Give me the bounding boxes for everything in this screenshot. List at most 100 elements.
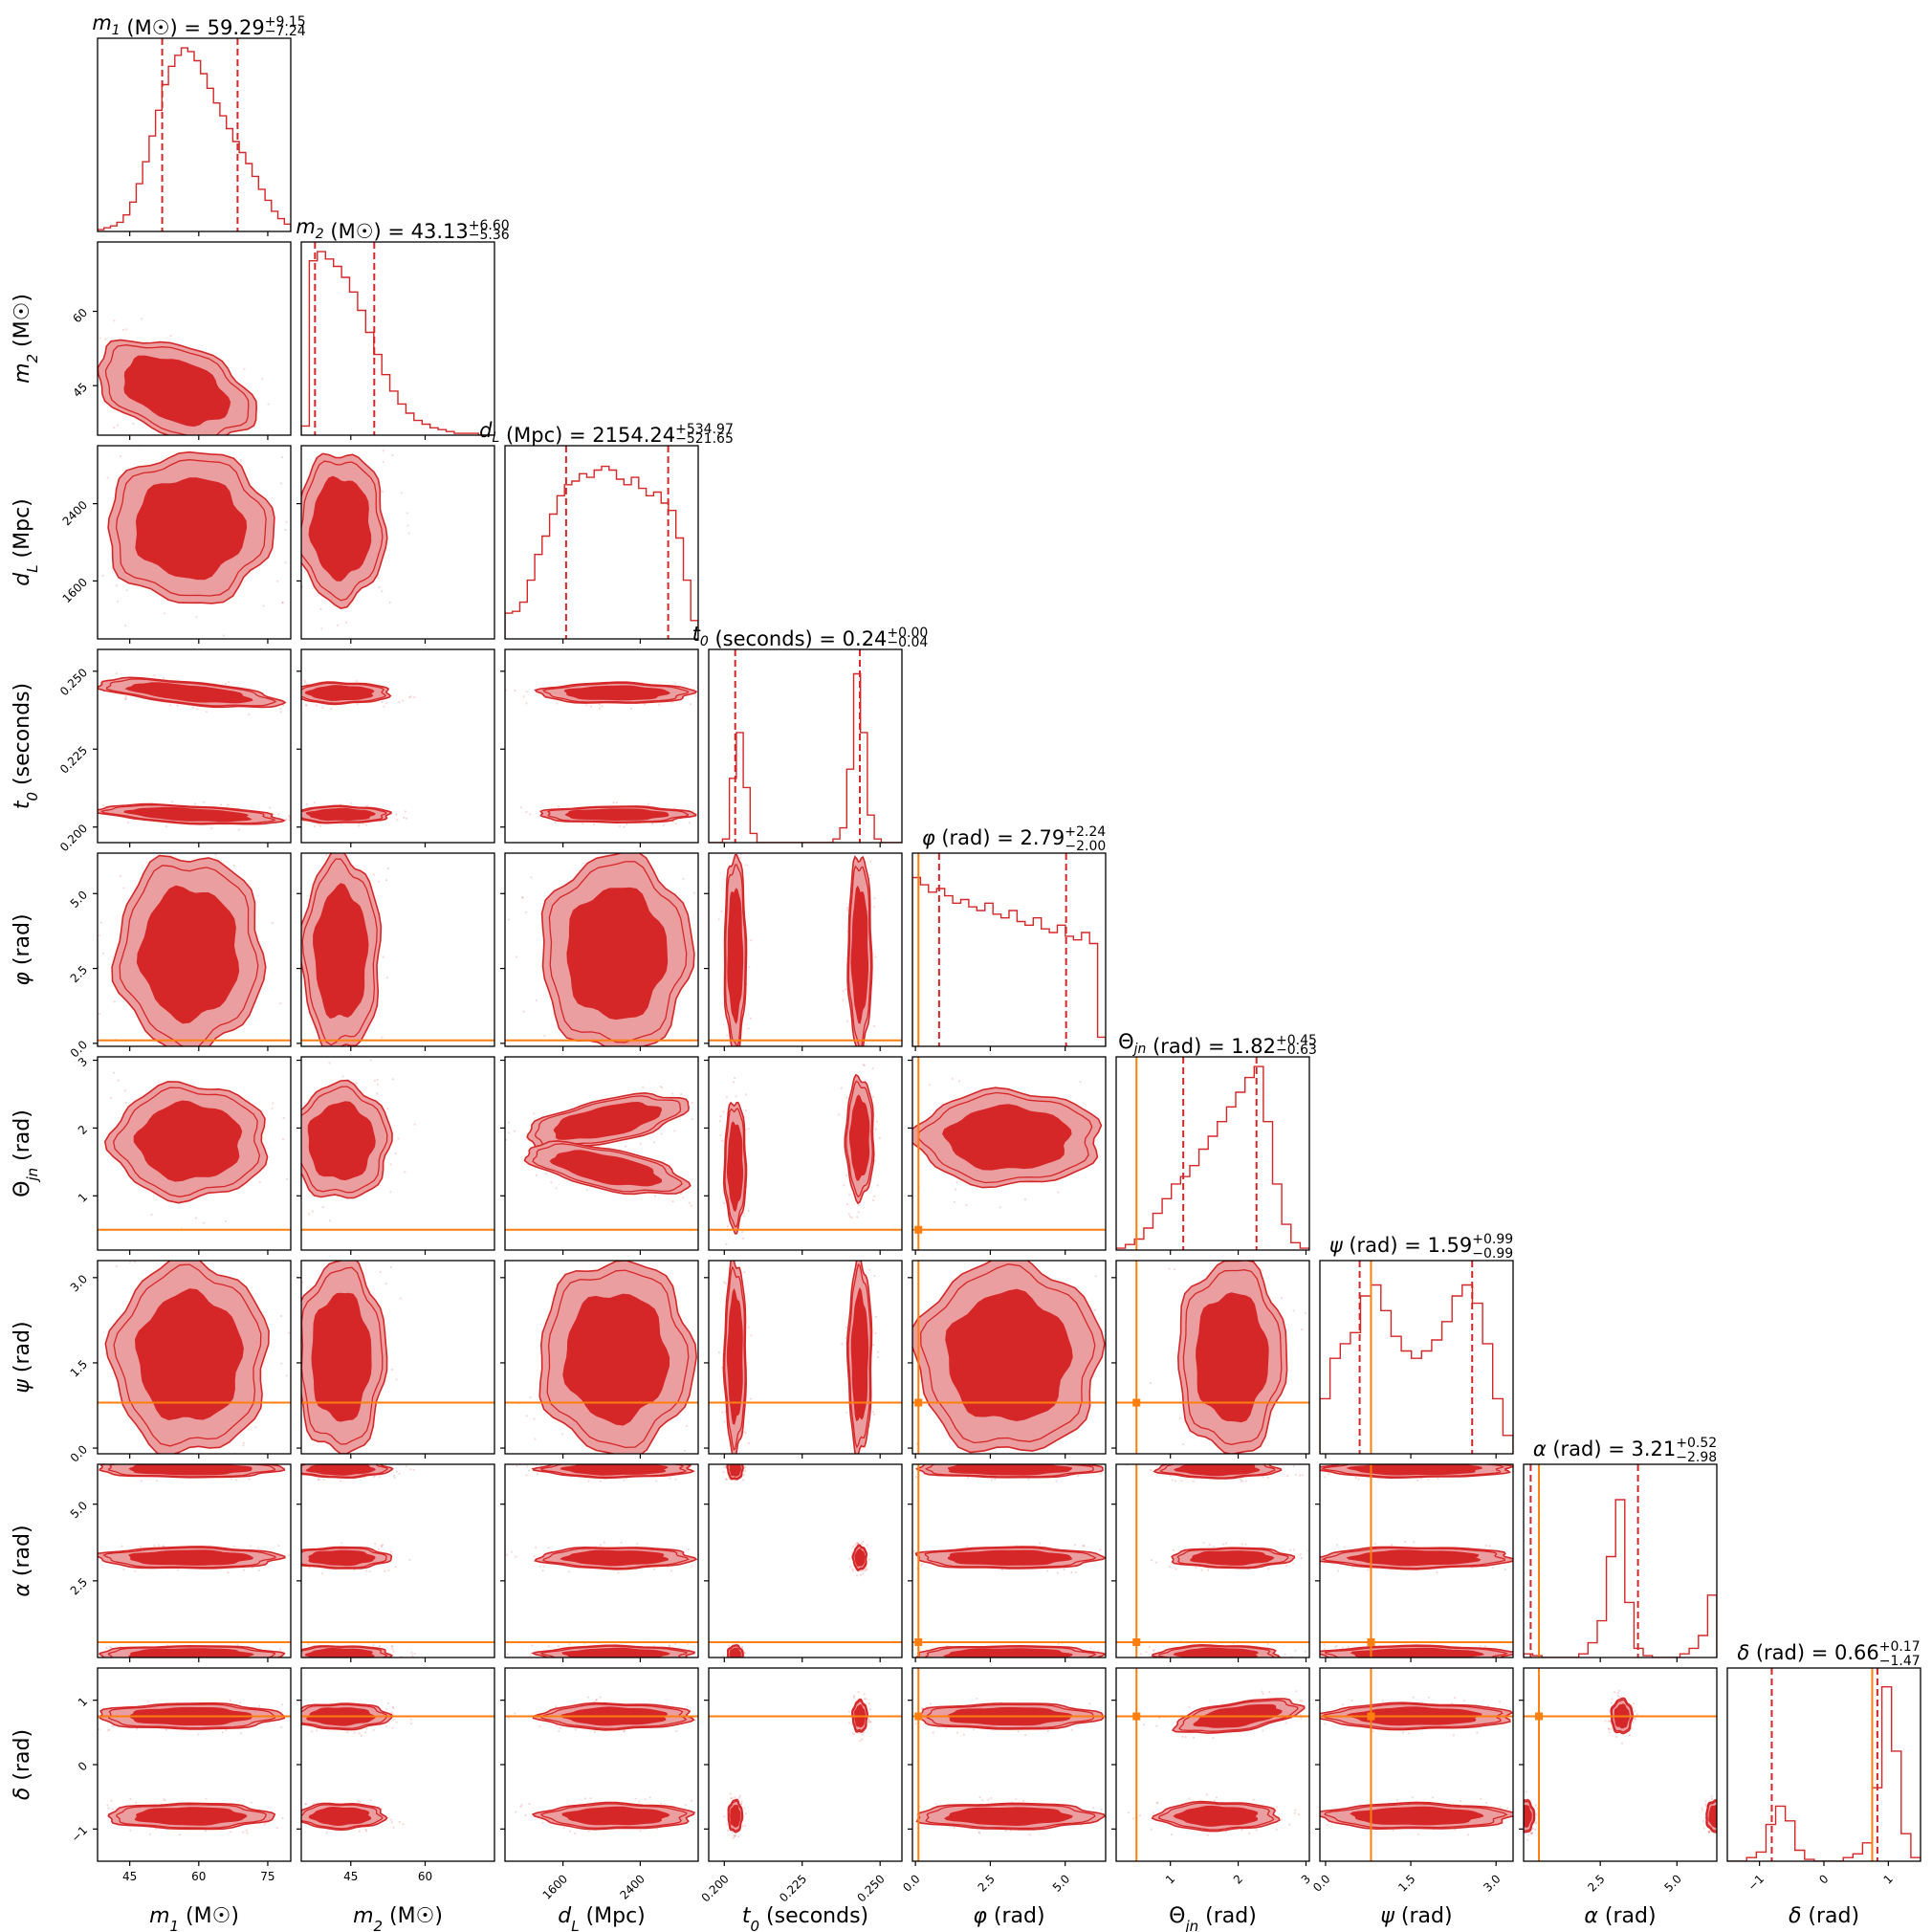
sample-point <box>392 1650 395 1653</box>
sample-point <box>248 1478 251 1481</box>
sample-point <box>116 600 120 604</box>
sample-point <box>112 1663 114 1665</box>
contour-mid <box>115 459 267 597</box>
sample-point <box>891 1713 893 1715</box>
sample-point <box>1344 1546 1347 1548</box>
sample-point <box>390 1821 394 1824</box>
sample-point <box>1341 1646 1345 1649</box>
sample-point <box>743 827 745 829</box>
sample-point <box>742 1479 745 1482</box>
pair-panel-t0-psi <box>704 1241 903 1492</box>
sample-point <box>199 1217 201 1218</box>
sample-point <box>337 624 340 626</box>
sample-point <box>877 1355 880 1359</box>
contour-mid <box>532 1143 683 1193</box>
sample-point <box>718 969 720 971</box>
sample-point <box>648 1796 651 1799</box>
contour-mid <box>539 1803 688 1829</box>
sample-point <box>859 1490 861 1492</box>
t0-x-axis-label: t0 (seconds) <box>742 1904 868 1932</box>
sample-point <box>158 446 160 448</box>
sample-point <box>744 1465 747 1468</box>
sample-point <box>176 704 179 707</box>
sample-point <box>365 1727 368 1730</box>
sample-point <box>124 695 127 698</box>
contour-mid <box>1321 1464 1505 1478</box>
sample-point <box>674 823 678 825</box>
sample-point <box>281 601 284 604</box>
sample-point <box>524 1813 527 1816</box>
contour-inner <box>304 685 375 701</box>
sample-point <box>749 1397 753 1400</box>
sample-point <box>1404 1541 1407 1544</box>
panel-frame <box>300 648 495 844</box>
sample-point <box>945 1727 948 1730</box>
sample-point <box>293 432 295 434</box>
sample-point <box>717 918 720 921</box>
contour-inner <box>308 1549 376 1567</box>
sample-point <box>1514 1832 1516 1833</box>
sample-point <box>728 1644 731 1648</box>
sample-point <box>387 1569 390 1571</box>
sample-point <box>845 1020 849 1022</box>
sample-point <box>287 1026 289 1028</box>
sample-point <box>585 1188 589 1192</box>
sample-point <box>865 1241 867 1243</box>
sample-point <box>684 1449 687 1452</box>
sample-point <box>868 860 872 863</box>
sample-point <box>603 1541 605 1544</box>
sample-point <box>513 1130 516 1132</box>
sample-point <box>851 1570 855 1572</box>
phi-y-tick-label: 2.5 <box>68 963 90 985</box>
sample-point <box>147 1700 150 1702</box>
sample-point <box>722 1655 725 1658</box>
sample-point <box>236 440 238 442</box>
sample-point <box>1634 1718 1636 1721</box>
contour-inner <box>560 1549 670 1567</box>
sample-point <box>530 876 533 879</box>
sample-point <box>227 1068 229 1070</box>
contour-mid <box>1182 1269 1283 1445</box>
theta_jn-x-axis-label: Θjn (rad) <box>1169 1904 1257 1932</box>
sample-point <box>1530 1832 1533 1834</box>
sample-point <box>1542 1553 1544 1555</box>
contour-mid <box>847 865 872 1046</box>
sample-point <box>745 864 748 867</box>
delta-histogram <box>1727 1686 1921 1861</box>
contour-inner <box>305 1647 375 1658</box>
sample-point <box>77 812 79 814</box>
sample-point <box>547 1645 550 1648</box>
psi-x-axis-label: ψ (rad) <box>1380 1904 1452 1928</box>
alpha-title-minus: −2.98 <box>1676 1450 1717 1465</box>
sample-point <box>372 1475 375 1479</box>
sample-point <box>365 1570 368 1572</box>
sample-point <box>921 1562 924 1565</box>
sample-point <box>369 1059 372 1062</box>
sample-point <box>301 1281 304 1284</box>
sample-point <box>406 1465 408 1468</box>
sample-point <box>744 1812 747 1815</box>
sample-point <box>154 1457 156 1459</box>
sample-point <box>1723 1808 1725 1810</box>
sample-point <box>153 674 156 677</box>
sample-point <box>863 1466 865 1468</box>
sample-point <box>119 874 121 878</box>
sample-point <box>365 420 367 422</box>
sample-point <box>297 808 299 810</box>
sample-point <box>1323 1648 1326 1651</box>
sample-point <box>578 845 580 846</box>
sample-point <box>862 1731 866 1734</box>
sample-point <box>978 1795 981 1799</box>
sample-point <box>727 1662 729 1664</box>
sample-point <box>639 1830 642 1833</box>
t0-x-tick-label: 0.200 <box>699 1872 732 1904</box>
pair-panel-dL-alpha <box>500 1463 699 1662</box>
sample-point <box>1707 1831 1710 1833</box>
panel-frame <box>1319 1260 1514 1455</box>
contour-inner <box>1190 1550 1275 1566</box>
sample-point <box>951 1077 954 1080</box>
sample-point <box>304 1803 307 1806</box>
sample-point <box>285 1723 287 1724</box>
sample-point <box>1427 1478 1430 1481</box>
contour-inner <box>947 1464 1073 1476</box>
